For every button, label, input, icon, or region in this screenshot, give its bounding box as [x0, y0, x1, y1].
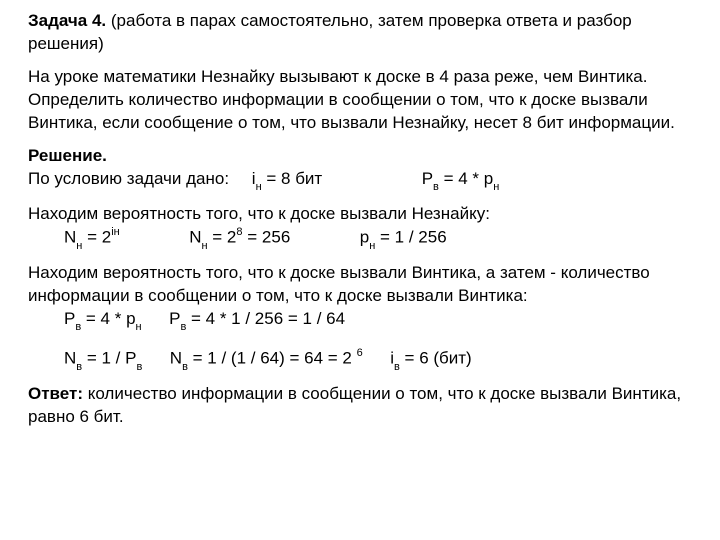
s1c-var: p [360, 227, 369, 246]
document-page: Задача 4. (работа в парах самостоятельно… [0, 0, 720, 429]
s1b-sub: н [201, 240, 207, 252]
s3c-sub: в [394, 361, 400, 373]
s3b-res: = 1 / (1 / 64) = 64 = 2 [188, 348, 357, 367]
solution-label: Решение. [28, 145, 692, 168]
step1-block: Находим вероятность того, что к доске вы… [28, 203, 692, 252]
eq-in-val: = 8 бит [262, 169, 323, 188]
solution-block: Решение. По условию задачи дано: iн = 8 … [28, 145, 692, 193]
eq-pv-val: = 4 * p [439, 169, 493, 188]
eq-pv-var: P [422, 169, 433, 188]
step2-eq2: Nв = 1 / Pв Nв = 1 / (1 / 64) = 64 = 2 6… [28, 347, 692, 373]
step2-block: Находим вероятность того, что к доске вы… [28, 262, 692, 373]
s1a-sub: н [76, 240, 82, 252]
s2a-eq-sub: н [136, 321, 142, 333]
s3b-sub: в [182, 361, 188, 373]
s2a-eq: = 4 * p [81, 309, 135, 328]
eq-in-sub: н [256, 181, 262, 193]
s3b-var: N [170, 348, 182, 367]
answer-label: Ответ: [28, 384, 83, 403]
eq-pv-val-sub: н [493, 181, 499, 193]
eq-in-var: i [252, 169, 256, 188]
eq-pv-sub: в [433, 181, 439, 193]
s1a-sup: iн [111, 226, 120, 238]
s1c-sub: н [369, 240, 375, 252]
s3c-res: = 6 (бит) [400, 348, 472, 367]
s1a-var: N [64, 227, 76, 246]
task-title: Задача 4. (работа в парах самостоятельно… [28, 10, 692, 56]
s3a-sub: в [76, 361, 82, 373]
given-line: По условию задачи дано: iн = 8 бит Pв = … [28, 168, 692, 193]
s1b-eq: = 2 [208, 227, 237, 246]
s2b-var: P [169, 309, 180, 328]
answer-text: количество информации в сообщении о том,… [28, 384, 681, 426]
step2-eq1: Pв = 4 * pн Pв = 4 * 1 / 256 = 1 / 64 [28, 308, 692, 333]
s1b-res: = 256 [243, 227, 291, 246]
s2a-sub: в [75, 321, 81, 333]
problem-text: На уроке математики Незнайку вызывают к … [28, 66, 692, 135]
s1c-res: = 1 / 256 [375, 227, 446, 246]
s2a-var: P [64, 309, 75, 328]
step1-text: Находим вероятность того, что к доске вы… [28, 203, 692, 226]
s1b-var: N [189, 227, 201, 246]
s3b-sup: 6 [357, 347, 363, 359]
step1-eq: Nн = 2iн Nн = 28 = 256 pн = 1 / 256 [28, 226, 692, 252]
step2-text: Находим вероятность того, что к доске вы… [28, 262, 692, 308]
answer-line: Ответ: количество информации в сообщении… [28, 383, 692, 429]
s1a-eq: = 2 [82, 227, 111, 246]
s3a-eq: = 1 / P [82, 348, 136, 367]
s1b-sup: 8 [236, 226, 242, 238]
s2b-sub: в [180, 321, 186, 333]
title-rest: (работа в парах самостоятельно, затем пр… [28, 11, 632, 53]
given-intro: По условию задачи дано: [28, 169, 229, 188]
s2b-res: = 4 * 1 / 256 = 1 / 64 [186, 309, 345, 328]
title-label: Задача 4. [28, 11, 106, 30]
s3a-var: N [64, 348, 76, 367]
s3a-eq-sub: в [136, 361, 142, 373]
